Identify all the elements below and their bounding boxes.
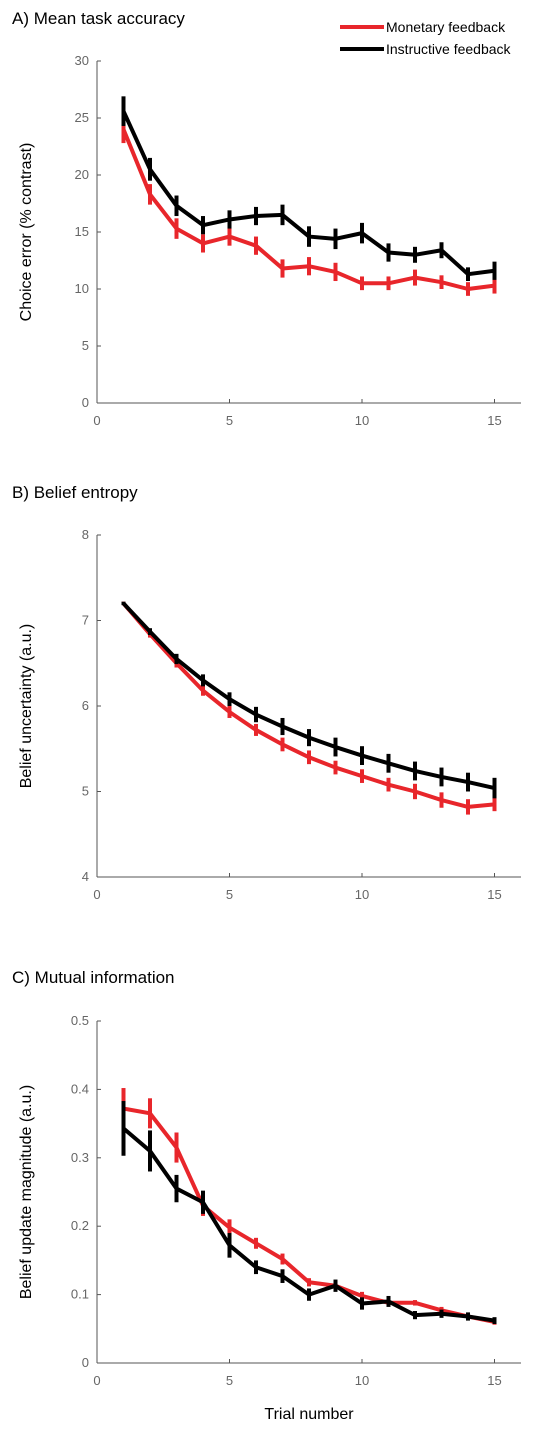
legend-label: Monetary feedback (386, 19, 506, 35)
y-tick-label: 25 (75, 110, 89, 125)
y-tick-label: 0.1 (71, 1287, 89, 1302)
x-tick-label: 5 (226, 413, 233, 428)
y-tick-label: 4 (82, 869, 89, 884)
series-monetary (121, 601, 497, 815)
panel-3: C) Mutual information 0 0.1 0.2 0.3 0.4 0.5 0 5 1… (12, 968, 521, 1388)
x-tick-label: 10 (355, 887, 369, 902)
legend-label: Instructive feedback (386, 41, 512, 57)
panel-title: A) Mean task accuracy (12, 9, 185, 28)
panel-2: B) Belief entropy 4 5 6 7 8 0 5 10 15 Belief uncer… (12, 483, 521, 902)
y-tick-label: 0.5 (71, 1013, 89, 1028)
y-tick-label: 5 (82, 784, 89, 799)
y-tick-label: 10 (75, 281, 89, 296)
y-tick-label: 20 (75, 167, 89, 182)
series-instructive (121, 1101, 497, 1325)
legend: Monetary feedback Instructive feedback (340, 19, 512, 57)
y-tick-label: 30 (75, 53, 89, 68)
series-line (121, 110, 495, 277)
y-tick-label: 0 (82, 395, 89, 410)
series-instructive (121, 96, 497, 282)
series-monetary (121, 115, 497, 296)
x-tick-label: 10 (355, 1373, 369, 1388)
y-axis-label: Choice error (% contrast) (18, 143, 35, 322)
y-tick-label: 0.3 (71, 1150, 89, 1165)
x-tick-label: 0 (93, 1373, 100, 1388)
x-axis-label: Trial number (264, 1406, 354, 1423)
x-tick-label: 10 (355, 413, 369, 428)
x-tick-label: 5 (226, 887, 233, 902)
x-tick-label: 5 (226, 1373, 233, 1388)
panel-1: A) Mean task accuracy 0 5 10 15 20 25 30 0 5 10 15 C… (12, 9, 521, 428)
x-tick-label: 0 (93, 887, 100, 902)
y-axis-label: Belief uncertainty (a.u.) (18, 624, 35, 789)
y-tick-label: 0.2 (71, 1218, 89, 1233)
series-instructive (121, 601, 497, 799)
y-axis-label: Belief update magnitude (a.u.) (18, 1085, 35, 1299)
x-tick-label: 15 (487, 887, 501, 902)
y-tick-label: 15 (75, 224, 89, 239)
y-tick-label: 0 (82, 1355, 89, 1370)
x-tick-label: 15 (487, 413, 501, 428)
panel-title: C) Mutual information (12, 968, 175, 987)
y-tick-label: 6 (82, 698, 89, 713)
x-tick-label: 15 (487, 1373, 501, 1388)
y-tick-label: 7 (82, 613, 89, 628)
y-tick-label: 5 (82, 338, 89, 353)
panel-title: B) Belief entropy (12, 483, 138, 502)
y-tick-label: 8 (82, 527, 89, 542)
y-tick-label: 0.4 (71, 1081, 89, 1096)
x-tick-label: 0 (93, 413, 100, 428)
